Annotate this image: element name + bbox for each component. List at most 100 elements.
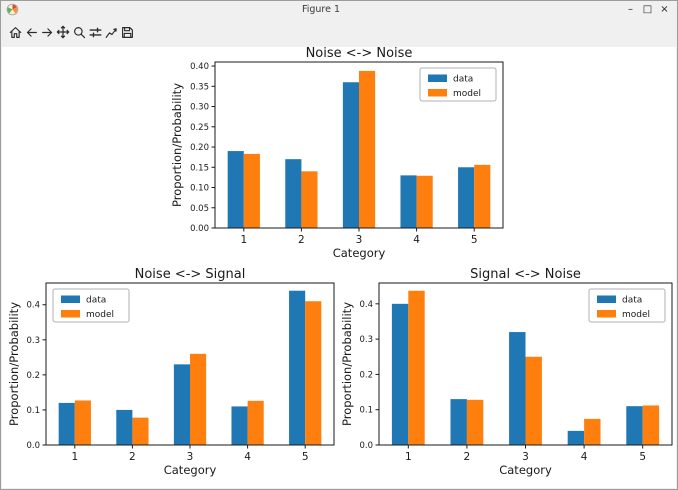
x-tick-label: 5 bbox=[302, 451, 309, 463]
x-tick-label: 4 bbox=[413, 234, 420, 246]
legend-swatch-model bbox=[428, 89, 447, 97]
legend-swatch-data bbox=[61, 295, 80, 303]
home-button[interactable] bbox=[8, 20, 23, 44]
bar-data-cat5 bbox=[289, 290, 306, 445]
y-tick-label: 0.3 bbox=[359, 335, 373, 345]
bar-data-cat1 bbox=[58, 402, 75, 445]
close-button[interactable]: × bbox=[657, 2, 672, 17]
bars bbox=[58, 290, 322, 445]
y-tick-label: 0.00 bbox=[190, 224, 209, 234]
y-tick-label: 0.20 bbox=[190, 143, 209, 153]
x-tick-label: 3 bbox=[522, 451, 529, 463]
x-tick-label: 1 bbox=[240, 234, 247, 246]
bar-model-cat5 bbox=[305, 301, 322, 445]
y-tick-label: 0.4 bbox=[26, 301, 40, 311]
y-tick-label: 0.2 bbox=[359, 370, 373, 380]
magnifier-icon bbox=[73, 26, 85, 38]
legend-swatch-model bbox=[597, 310, 616, 318]
bar-data-cat5 bbox=[458, 167, 475, 228]
legend: data model bbox=[52, 288, 130, 323]
bar-model-cat2 bbox=[301, 171, 318, 228]
y-tick-label: 0.1 bbox=[359, 406, 373, 416]
matplotlib-toolbar bbox=[1, 18, 677, 46]
arrow-right-icon bbox=[41, 27, 52, 37]
y-axis-label: Proportion/Probability bbox=[7, 302, 21, 426]
chart-title: Noise <-> Noise bbox=[306, 47, 413, 61]
legend-label-model: model bbox=[453, 89, 481, 99]
zoom-button[interactable] bbox=[72, 20, 87, 44]
bar-data-cat4 bbox=[567, 430, 585, 445]
bar-model-cat5 bbox=[642, 405, 660, 445]
x-tick-label: 1 bbox=[405, 451, 412, 463]
home-icon bbox=[9, 26, 21, 38]
figure-canvas: 0.00 0.05 0.10 0.15 0.20 0.25 0.30 0.35 0.40 1 2 3 4… bbox=[2, 47, 676, 488]
titlebar: Figure 1 – □ × bbox=[1, 1, 677, 18]
y-tick-label: 0.15 bbox=[190, 163, 209, 173]
bar-data-cat2 bbox=[450, 399, 467, 445]
legend-swatch-data bbox=[428, 74, 447, 82]
bar-data-cat4 bbox=[231, 406, 248, 445]
y-tick-label: 0.1 bbox=[26, 406, 40, 416]
bars bbox=[227, 70, 491, 228]
edit-parameters-button[interactable] bbox=[104, 20, 119, 44]
bar-model-cat4 bbox=[584, 418, 601, 445]
configure-subplots-button[interactable] bbox=[88, 20, 103, 44]
bar-model-cat4 bbox=[247, 400, 264, 445]
bar-model-cat1 bbox=[74, 400, 91, 445]
bar-data-cat1 bbox=[391, 303, 409, 445]
legend: data model bbox=[419, 67, 497, 102]
minimize-button[interactable]: – bbox=[623, 2, 638, 17]
y-tick-label: 0.4 bbox=[359, 300, 373, 310]
bar-data-cat1 bbox=[227, 151, 244, 228]
bar-data-cat3 bbox=[509, 332, 526, 445]
y-tick-label: 0.0 bbox=[359, 441, 373, 451]
bar-model-cat1 bbox=[243, 153, 260, 228]
x-tick-label: 2 bbox=[298, 234, 305, 246]
sliders-icon bbox=[89, 27, 101, 37]
y-tick-label: 0.3 bbox=[26, 336, 40, 346]
bar-data-cat5 bbox=[626, 406, 643, 445]
bars bbox=[391, 290, 660, 445]
x-axis-label: Category bbox=[499, 463, 552, 477]
pan-button[interactable] bbox=[56, 20, 71, 44]
window-controls: – □ × bbox=[623, 2, 672, 17]
back-button[interactable] bbox=[24, 20, 39, 44]
y-tick-label: 0.30 bbox=[190, 103, 209, 113]
legend: data model bbox=[588, 288, 666, 323]
chart-noise-noise: 0.00 0.05 0.10 0.15 0.20 0.25 0.30 0.35 0.40 1 2 3 4… bbox=[170, 47, 504, 260]
x-tick-label: 4 bbox=[244, 451, 251, 463]
y-tick-label: 0.2 bbox=[26, 371, 40, 381]
bar-model-cat4 bbox=[416, 175, 433, 228]
y-tick-label: 0.05 bbox=[190, 204, 209, 214]
legend-swatch-data bbox=[597, 295, 616, 303]
bar-data-cat4 bbox=[400, 175, 417, 228]
y-tick-label: 0.40 bbox=[190, 62, 209, 72]
x-tick-label: 2 bbox=[129, 451, 136, 463]
x-tick-label: 5 bbox=[471, 234, 478, 246]
forward-button[interactable] bbox=[40, 20, 55, 44]
save-button[interactable] bbox=[120, 20, 135, 44]
arrow-left-icon bbox=[26, 27, 37, 37]
line-graph-icon bbox=[105, 27, 117, 38]
y-tick-label: 0.25 bbox=[190, 123, 209, 133]
x-tick-label: 1 bbox=[71, 451, 78, 463]
legend-label-data: data bbox=[453, 75, 473, 85]
x-axis-label: Category bbox=[333, 246, 386, 260]
x-tick-label: 5 bbox=[639, 451, 646, 463]
bar-model-cat2 bbox=[132, 417, 149, 445]
x-tick-label: 3 bbox=[187, 451, 194, 463]
bar-model-cat3 bbox=[359, 70, 376, 228]
bar-model-cat2 bbox=[466, 399, 484, 445]
x-tick-label: 3 bbox=[356, 234, 363, 246]
chart-title: Noise <-> Signal bbox=[135, 267, 246, 282]
chart-title: Signal <-> Noise bbox=[470, 267, 581, 282]
legend-label-data: data bbox=[622, 296, 642, 306]
move-cross-icon bbox=[56, 25, 70, 39]
maximize-button[interactable]: □ bbox=[640, 2, 655, 17]
x-axis-label: Category bbox=[164, 463, 217, 477]
floppy-disk-icon bbox=[121, 26, 133, 38]
x-tick-label: 2 bbox=[464, 451, 471, 463]
bar-model-cat1 bbox=[408, 290, 425, 445]
legend-label-model: model bbox=[86, 310, 114, 320]
